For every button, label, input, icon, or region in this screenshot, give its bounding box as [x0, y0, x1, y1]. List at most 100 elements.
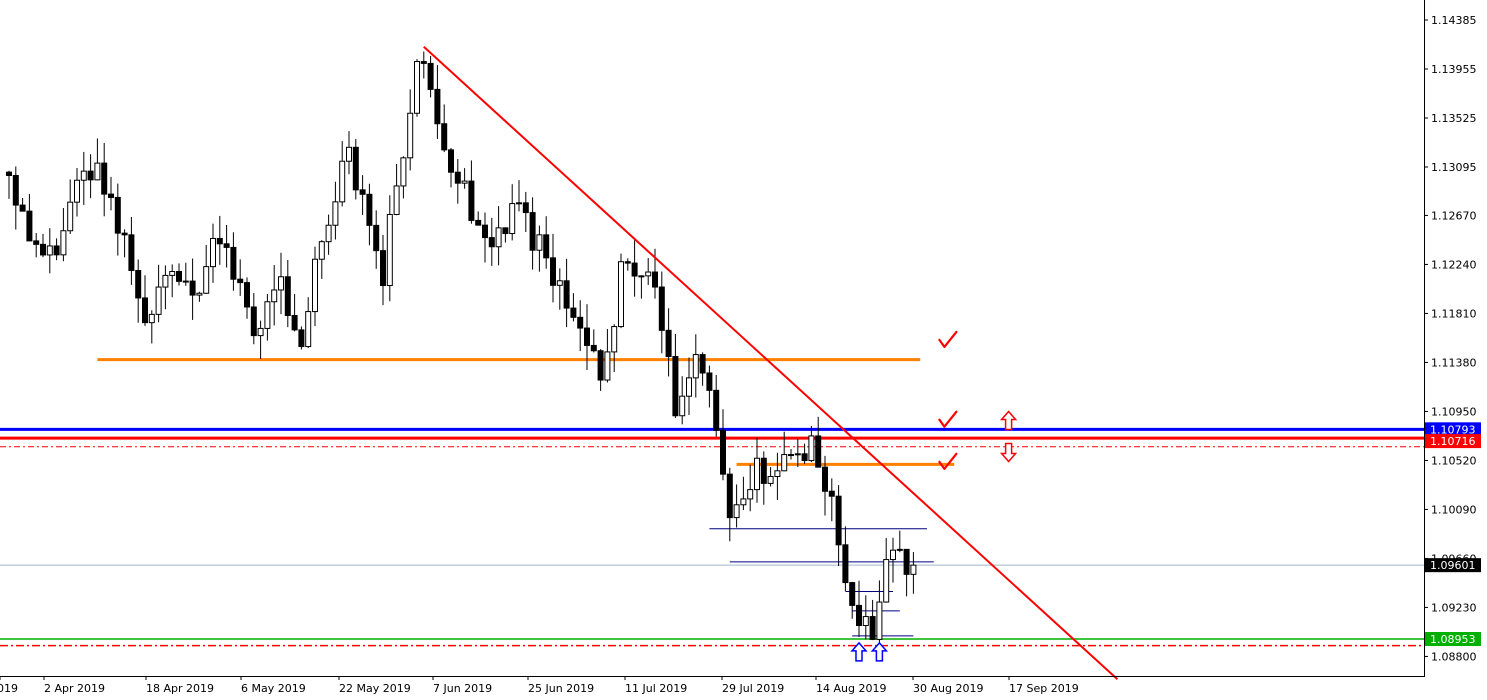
x-tick-label: 17 Sep 2019	[1009, 682, 1079, 695]
candle-body	[216, 237, 223, 245]
x-tick-label: 6 May 2019	[241, 682, 306, 695]
x-tick-label: 14 Aug 2019	[816, 682, 886, 695]
candle-body	[155, 286, 162, 315]
candle-body	[74, 179, 80, 203]
x-tick-label: 18 Apr 2019	[146, 682, 214, 695]
candle-body	[101, 162, 108, 195]
time-axis: 2019 2 Apr 2019 18 Apr 2019 6 May 2019 22 Ma…	[0, 676, 1079, 695]
candle-body	[584, 327, 590, 346]
x-tick-label: 2 Apr 2019	[44, 682, 105, 695]
candle-body	[522, 202, 529, 214]
candle-body	[665, 329, 672, 358]
candle-body	[903, 548, 910, 575]
candle-body	[624, 261, 631, 264]
candle-body	[414, 61, 420, 114]
candle-body	[271, 289, 278, 303]
candle-body	[380, 250, 386, 287]
candle-body	[713, 389, 720, 431]
y-tick-label: 1.09230	[1431, 601, 1477, 614]
candle-body	[434, 88, 441, 125]
price-tag-box	[1425, 558, 1481, 573]
candle-body	[121, 232, 128, 236]
candle-body	[550, 257, 556, 286]
candle-body	[114, 196, 121, 234]
candle-body	[862, 616, 869, 627]
candle-body	[230, 246, 237, 280]
candle-body	[475, 219, 482, 226]
candle-body	[822, 466, 828, 492]
candle-body	[495, 227, 502, 248]
candle-body	[774, 470, 781, 477]
candle-body	[346, 146, 352, 162]
candle-body	[706, 372, 713, 391]
arrow-up-icon	[870, 641, 889, 662]
candle-body	[223, 243, 230, 248]
price-tag-label: 1.08953	[1430, 633, 1476, 646]
candle-body	[618, 261, 624, 328]
price-tag-box	[1425, 422, 1481, 437]
y-tick-label: 1.13955	[1431, 63, 1477, 76]
candle-body	[849, 582, 856, 606]
candle-body	[80, 170, 87, 181]
y-tick-label: 1.10090	[1431, 503, 1477, 516]
candle-body	[529, 212, 536, 251]
candle-body	[461, 180, 468, 184]
price-tag-1-09601: 1.09601	[1425, 558, 1481, 573]
candle-body	[454, 171, 461, 184]
candle-body	[604, 351, 611, 381]
candle-body	[305, 311, 312, 348]
candle-body	[250, 306, 257, 337]
candle-body	[910, 564, 917, 575]
candle-body	[699, 354, 706, 374]
candle-body	[46, 245, 53, 256]
candle-body	[815, 435, 822, 468]
price-tag-label: 1.10716	[1430, 435, 1476, 448]
candle-body	[645, 271, 652, 277]
candle-body	[760, 457, 767, 484]
candle-body	[563, 280, 570, 309]
x-tick-label: 2019	[0, 682, 18, 695]
candle-body	[543, 234, 550, 259]
candle-body	[312, 258, 318, 313]
candle-body	[407, 112, 414, 159]
candle-body	[686, 377, 692, 397]
price-tag-1-10716: 1.10716	[1425, 434, 1481, 449]
candle-body	[869, 616, 876, 640]
candle-body	[747, 489, 754, 500]
candle-body	[278, 276, 284, 291]
candle-body	[788, 454, 794, 457]
candle-body	[720, 429, 726, 475]
y-tick-label: 1.12670	[1431, 209, 1477, 222]
candle-body	[237, 278, 244, 284]
price-tag-label: 1.10793	[1430, 423, 1476, 436]
candle-body	[890, 549, 896, 561]
candle-body	[536, 234, 543, 251]
candle-body	[828, 490, 835, 497]
candle-body	[611, 326, 618, 353]
candle-body	[352, 146, 359, 191]
candle-body	[638, 275, 645, 278]
candle-body	[883, 559, 890, 603]
y-tick-label: 1.10950	[1431, 405, 1477, 418]
candle-body	[896, 548, 903, 551]
candle-body	[298, 329, 305, 348]
candle-body	[162, 274, 169, 288]
price-tag-box	[1425, 434, 1481, 449]
candle-body	[842, 544, 849, 584]
candle-body	[373, 224, 380, 252]
candle-body	[6, 171, 12, 177]
candle-body	[556, 280, 563, 286]
candle-body	[203, 266, 210, 294]
candle-body	[420, 61, 427, 64]
arrow-down-icon	[999, 442, 1018, 463]
y-tick-label: 1.10520	[1431, 454, 1477, 467]
candle-body	[284, 276, 291, 317]
candle-body	[128, 234, 135, 272]
x-tick-label: 22 May 2019	[339, 682, 411, 695]
arrow-up-icon	[999, 410, 1018, 431]
candles	[6, 51, 917, 653]
chart-drawings	[423, 46, 1119, 680]
candle-body	[577, 316, 584, 329]
